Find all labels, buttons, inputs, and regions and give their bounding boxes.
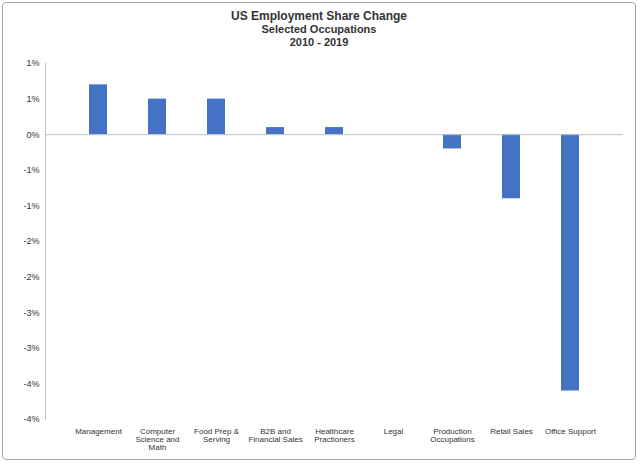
svg-text:Management: Management [75,427,122,436]
svg-text:ProductionOccupations: ProductionOccupations [430,427,474,444]
html-text:2010 - 2019: 2010 - 2019 [289,36,349,48]
svg-text:-2%: -2% [23,236,39,246]
svg-text:-2%: -2% [23,272,39,282]
svg-text:-1%: -1% [23,165,39,175]
svg-text:1%: 1% [26,94,39,104]
svg-text:-4%: -4% [23,414,39,424]
svg-text:HealthcarePractioners: HealthcarePractioners [314,427,354,444]
svg-text:Retail Sales: Retail Sales [490,427,533,436]
svg-text:Legal: Legal [384,427,404,436]
svg-text:0%: 0% [26,130,39,140]
svg-text:1%: 1% [26,58,39,68]
svg-text:ComputerScience andMath: ComputerScience andMath [135,427,179,452]
html-text:US Employment Share Change: US Employment Share Change [231,9,407,23]
svg-text:B2B andFinancial Sales: B2B andFinancial Sales [248,427,302,444]
html-text:Selected Occupations: Selected Occupations [261,23,377,35]
svg-text:-4%: -4% [23,379,39,389]
svg-text:Food Prep &Serving: Food Prep &Serving [194,427,240,444]
svg-text:Office Support: Office Support [545,427,597,436]
svg-text:-3%: -3% [23,343,39,353]
svg-text:-3%: -3% [23,308,39,318]
svg-text:-1%: -1% [23,201,39,211]
